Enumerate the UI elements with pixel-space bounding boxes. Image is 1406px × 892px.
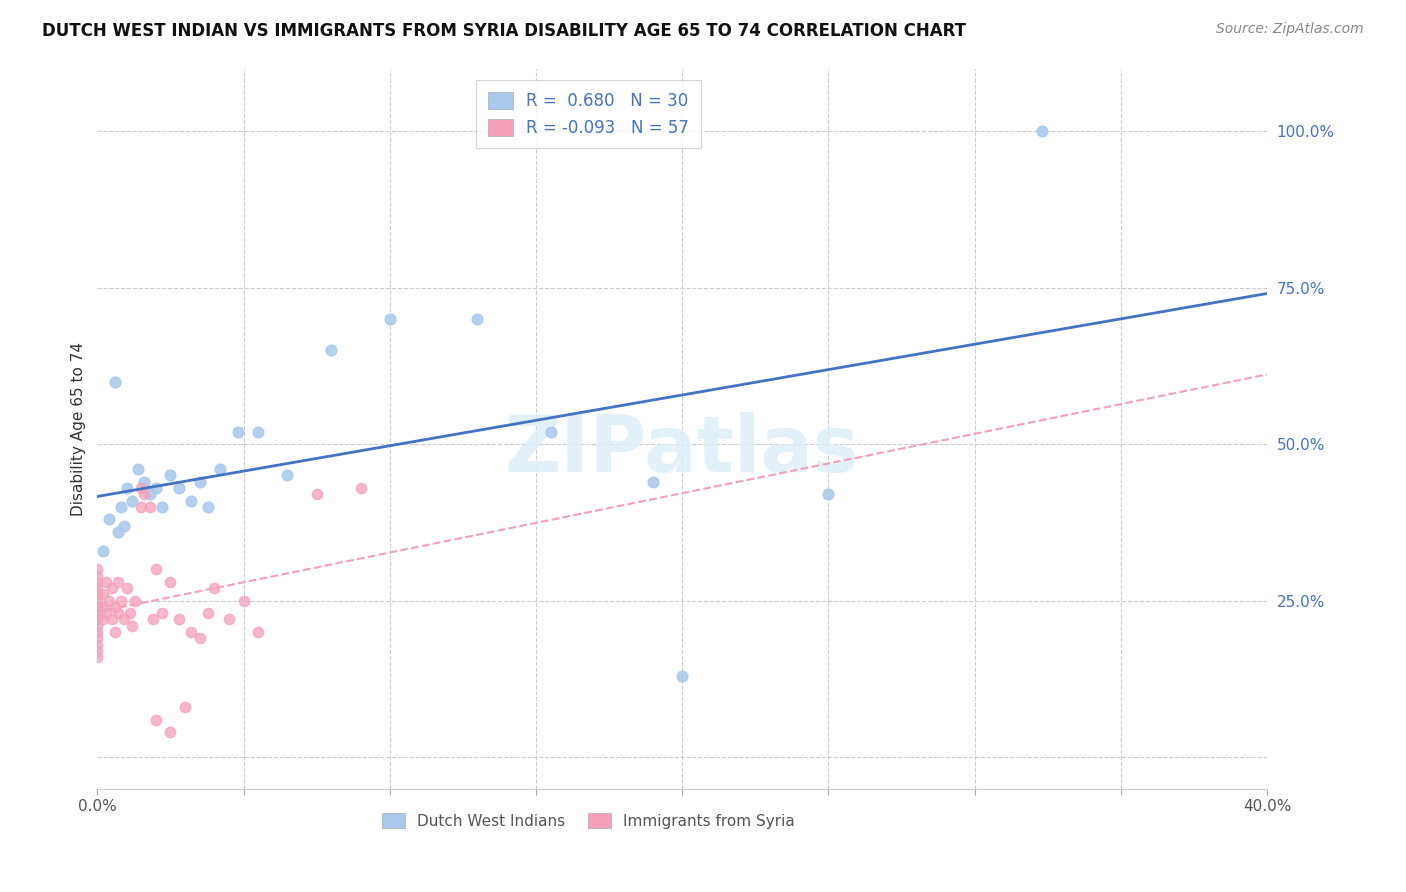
Point: [86, 562, 108, 576]
Point: [121, 493, 143, 508]
Point: [134, 487, 156, 501]
Point: [145, 481, 167, 495]
Point: [91, 612, 114, 626]
Point: [94, 606, 117, 620]
Point: [86, 606, 108, 620]
Point: [129, 481, 152, 495]
Point: [188, 475, 211, 489]
Point: [86, 587, 108, 601]
Point: [378, 312, 401, 326]
Point: [91, 543, 114, 558]
Point: [86, 619, 108, 633]
Point: [671, 669, 693, 683]
Point: [226, 425, 249, 439]
Point: [150, 606, 173, 620]
Point: [86, 625, 108, 640]
Text: ZIPatlas: ZIPatlas: [505, 412, 859, 488]
Point: [86, 650, 108, 665]
Point: [139, 500, 162, 514]
Legend: Dutch West Indians, Immigrants from Syria: Dutch West Indians, Immigrants from Syri…: [375, 806, 801, 835]
Point: [197, 500, 219, 514]
Text: Source: ZipAtlas.com: Source: ZipAtlas.com: [1216, 22, 1364, 37]
Point: [188, 632, 211, 646]
Point: [150, 500, 173, 514]
Point: [98, 512, 121, 526]
Point: [104, 375, 127, 389]
Point: [86, 574, 108, 589]
Point: [159, 725, 181, 739]
Y-axis label: Disability Age 65 to 74: Disability Age 65 to 74: [72, 342, 86, 516]
Point: [118, 606, 141, 620]
Point: [139, 487, 162, 501]
Point: [86, 638, 108, 652]
Point: [110, 593, 132, 607]
Point: [115, 481, 138, 495]
Point: [167, 612, 190, 626]
Point: [209, 462, 232, 476]
Point: [86, 612, 108, 626]
Point: [180, 625, 202, 640]
Point: [305, 487, 328, 501]
Point: [101, 581, 124, 595]
Point: [101, 612, 124, 626]
Point: [159, 574, 181, 589]
Point: [86, 568, 108, 582]
Point: [142, 612, 165, 626]
Point: [134, 475, 156, 489]
Point: [817, 487, 839, 501]
Point: [159, 468, 181, 483]
Point: [94, 574, 117, 589]
Point: [98, 593, 121, 607]
Point: [91, 587, 114, 601]
Point: [127, 462, 149, 476]
Point: [124, 593, 146, 607]
Point: [180, 493, 202, 508]
Point: [86, 599, 108, 614]
Point: [107, 574, 129, 589]
Point: [349, 481, 371, 495]
Point: [112, 612, 135, 626]
Text: DUTCH WEST INDIAN VS IMMIGRANTS FROM SYRIA DISABILITY AGE 65 TO 74 CORRELATION C: DUTCH WEST INDIAN VS IMMIGRANTS FROM SYR…: [42, 22, 966, 40]
Point: [121, 619, 143, 633]
Point: [145, 562, 167, 576]
Point: [197, 606, 219, 620]
Point: [86, 599, 108, 614]
Point: [167, 481, 190, 495]
Point: [247, 425, 270, 439]
Point: [202, 581, 225, 595]
Point: [112, 518, 135, 533]
Point: [232, 593, 254, 607]
Point: [174, 700, 197, 714]
Point: [467, 312, 489, 326]
Point: [129, 500, 152, 514]
Point: [86, 593, 108, 607]
Point: [540, 425, 562, 439]
Point: [218, 612, 240, 626]
Point: [86, 632, 108, 646]
Point: [107, 524, 129, 539]
Point: [104, 599, 127, 614]
Point: [86, 612, 108, 626]
Point: [1031, 124, 1053, 138]
Point: [86, 581, 108, 595]
Point: [641, 475, 664, 489]
Point: [104, 625, 127, 640]
Point: [86, 644, 108, 658]
Point: [115, 581, 138, 595]
Point: [91, 599, 114, 614]
Point: [107, 606, 129, 620]
Point: [321, 343, 343, 358]
Point: [276, 468, 298, 483]
Point: [247, 625, 270, 640]
Point: [145, 713, 167, 727]
Point: [86, 587, 108, 601]
Point: [110, 500, 132, 514]
